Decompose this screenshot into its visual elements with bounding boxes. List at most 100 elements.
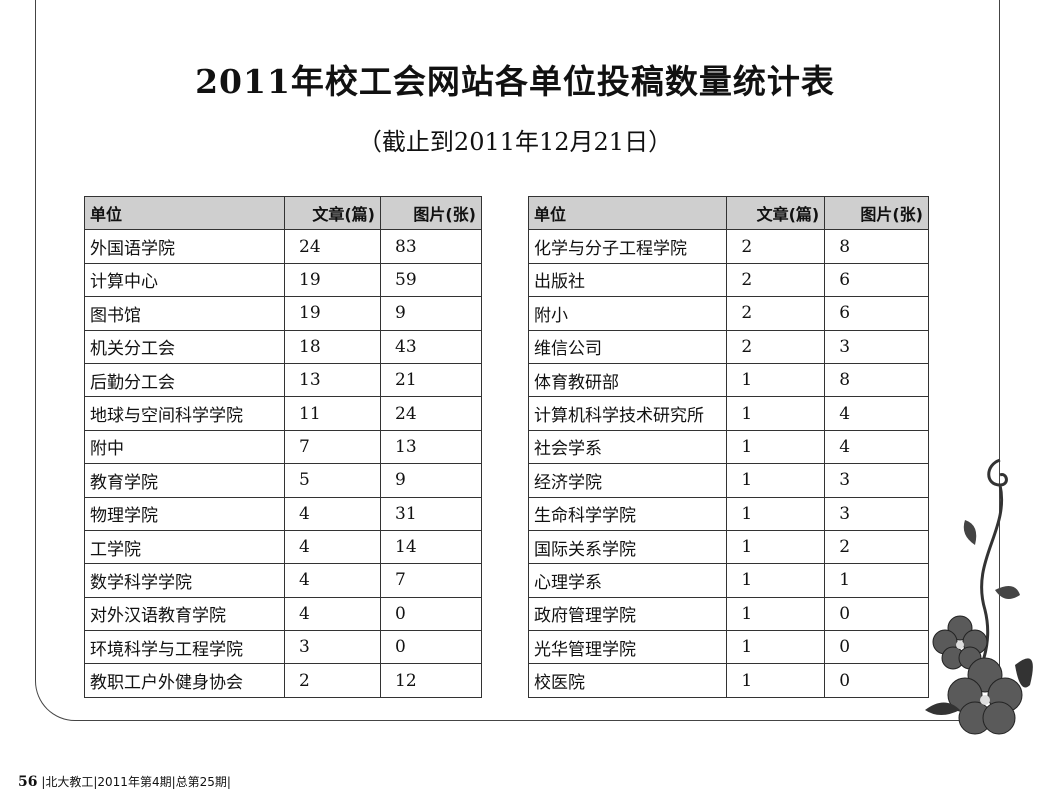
- articles-cell: 13: [284, 362, 381, 398]
- table-header: 单位 文章(篇) 图片(张): [84, 195, 482, 231]
- table-row: 环境科学与工程学院 3 0: [84, 630, 482, 665]
- unit-cell: 后勤分工会: [84, 362, 285, 398]
- table-header: 单位 文章(篇) 图片(张): [527, 195, 929, 231]
- table-row: 计算中心 19 59: [84, 262, 482, 298]
- unit-cell: 附小: [527, 296, 728, 331]
- unit-cell: 心理学系: [527, 563, 728, 598]
- unit-cell: 附中: [84, 429, 285, 465]
- unit-cell: 光华管理学院: [527, 630, 728, 665]
- page-number: 56: [18, 774, 38, 790]
- unit-cell: 政府管理学院: [527, 596, 728, 632]
- page-subtitle: （截止到2011年12月21日）: [357, 128, 673, 156]
- unit-cell: 计算中心: [84, 262, 285, 298]
- articles-cell: 1: [726, 529, 826, 565]
- articles-cell: 18: [284, 329, 381, 364]
- table-row: 政府管理学院 1 0: [527, 596, 929, 632]
- unit-cell: 社会学系: [527, 429, 728, 465]
- unit-cell: 外国语学院: [84, 229, 285, 264]
- pictures-cell: 0: [824, 596, 929, 632]
- table-row: 附中 7 13: [84, 429, 482, 465]
- page-frame: [35, 0, 1000, 721]
- table-row: 国际关系学院 1 2: [527, 529, 929, 565]
- footer-journal: |北大教工|2011年第4期|总第25期|: [41, 775, 231, 789]
- table-row: 体育教研部 1 8: [527, 362, 929, 398]
- table-row: 后勤分工会 13 21: [84, 362, 482, 398]
- pictures-cell: 9: [380, 463, 482, 498]
- header-pictures: 图片(张): [380, 195, 482, 231]
- pictures-cell: 3: [824, 329, 929, 364]
- pictures-cell: 7: [380, 563, 482, 598]
- unit-cell: 物理学院: [84, 496, 285, 531]
- unit-cell: 对外汉语教育学院: [84, 596, 285, 632]
- table-row: 附小 2 6: [527, 296, 929, 331]
- articles-cell: 5: [284, 463, 381, 498]
- articles-cell: 19: [284, 296, 381, 331]
- pictures-cell: 43: [380, 329, 482, 364]
- table-row: 化学与分子工程学院 2 8: [527, 229, 929, 264]
- table-row: 教育学院 5 9: [84, 463, 482, 498]
- table-row: 工学院 4 14: [84, 529, 482, 565]
- table-row: 光华管理学院 1 0: [527, 630, 929, 665]
- articles-cell: 1: [726, 463, 826, 498]
- table-row: 教职工户外健身协会 2 12: [84, 663, 482, 698]
- unit-cell: 教育学院: [84, 463, 285, 498]
- page-title: 2011年校工会网站各单位投稿数量统计表: [195, 62, 835, 101]
- articles-cell: 4: [284, 496, 381, 531]
- unit-cell: 化学与分子工程学院: [527, 229, 728, 264]
- table-row: 地球与空间科学学院 11 24: [84, 396, 482, 431]
- unit-cell: 生命科学学院: [527, 496, 728, 531]
- articles-cell: 7: [284, 429, 381, 465]
- pictures-cell: 0: [380, 630, 482, 665]
- pictures-cell: 8: [824, 362, 929, 398]
- articles-cell: 4: [284, 563, 381, 598]
- articles-cell: 2: [284, 663, 381, 698]
- stats-table-right: 单位 文章(篇) 图片(张) 化学与分子工程学院 2 8 出版社 2 6 附小 2 6 维信公司 2…: [527, 195, 929, 698]
- table-row: 出版社 2 6: [527, 262, 929, 298]
- unit-cell: 环境科学与工程学院: [84, 630, 285, 665]
- unit-cell: 经济学院: [527, 463, 728, 498]
- unit-cell: 数学科学学院: [84, 563, 285, 598]
- header-unit: 单位: [84, 195, 285, 231]
- table-row: 外国语学院 24 83: [84, 229, 482, 264]
- pictures-cell: 4: [824, 396, 929, 431]
- pictures-cell: 3: [824, 463, 929, 498]
- unit-cell: 校医院: [527, 663, 728, 698]
- table-row: 维信公司 2 3: [527, 329, 929, 364]
- pictures-cell: 12: [380, 663, 482, 698]
- pictures-cell: 13: [380, 429, 482, 465]
- articles-cell: 1: [726, 596, 826, 632]
- stats-table-left: 单位 文章(篇) 图片(张) 外国语学院 24 83 计算中心 19 59 图书馆 19 9 机关…: [84, 195, 482, 698]
- articles-cell: 1: [726, 429, 826, 465]
- page-footer: 56 |北大教工|2011年第4期|总第25期|: [18, 773, 231, 790]
- articles-cell: 19: [284, 262, 381, 298]
- unit-cell: 教职工户外健身协会: [84, 663, 285, 698]
- pictures-cell: 8: [824, 229, 929, 264]
- pictures-cell: 9: [380, 296, 482, 331]
- articles-cell: 3: [284, 630, 381, 665]
- articles-cell: 24: [284, 229, 381, 264]
- unit-cell: 出版社: [527, 262, 728, 298]
- articles-cell: 1: [726, 663, 826, 698]
- pictures-cell: 14: [380, 529, 482, 565]
- pictures-cell: 83: [380, 229, 482, 264]
- articles-cell: 4: [284, 529, 381, 565]
- pictures-cell: 0: [824, 630, 929, 665]
- table-row: 经济学院 1 3: [527, 463, 929, 498]
- pictures-cell: 59: [380, 262, 482, 298]
- header-articles: 文章(篇): [284, 195, 381, 231]
- articles-cell: 11: [284, 396, 381, 431]
- unit-cell: 国际关系学院: [527, 529, 728, 565]
- header-pictures: 图片(张): [824, 195, 929, 231]
- articles-cell: 1: [726, 396, 826, 431]
- pictures-cell: 6: [824, 262, 929, 298]
- unit-cell: 计算机科学技术研究所: [527, 396, 728, 431]
- pictures-cell: 3: [824, 496, 929, 531]
- unit-cell: 机关分工会: [84, 329, 285, 364]
- pictures-cell: 0: [824, 663, 929, 698]
- table-row: 生命科学学院 1 3: [527, 496, 929, 531]
- header-articles: 文章(篇): [726, 195, 826, 231]
- pictures-cell: 24: [380, 396, 482, 431]
- pictures-cell: 2: [824, 529, 929, 565]
- unit-cell: 体育教研部: [527, 362, 728, 398]
- articles-cell: 4: [284, 596, 381, 632]
